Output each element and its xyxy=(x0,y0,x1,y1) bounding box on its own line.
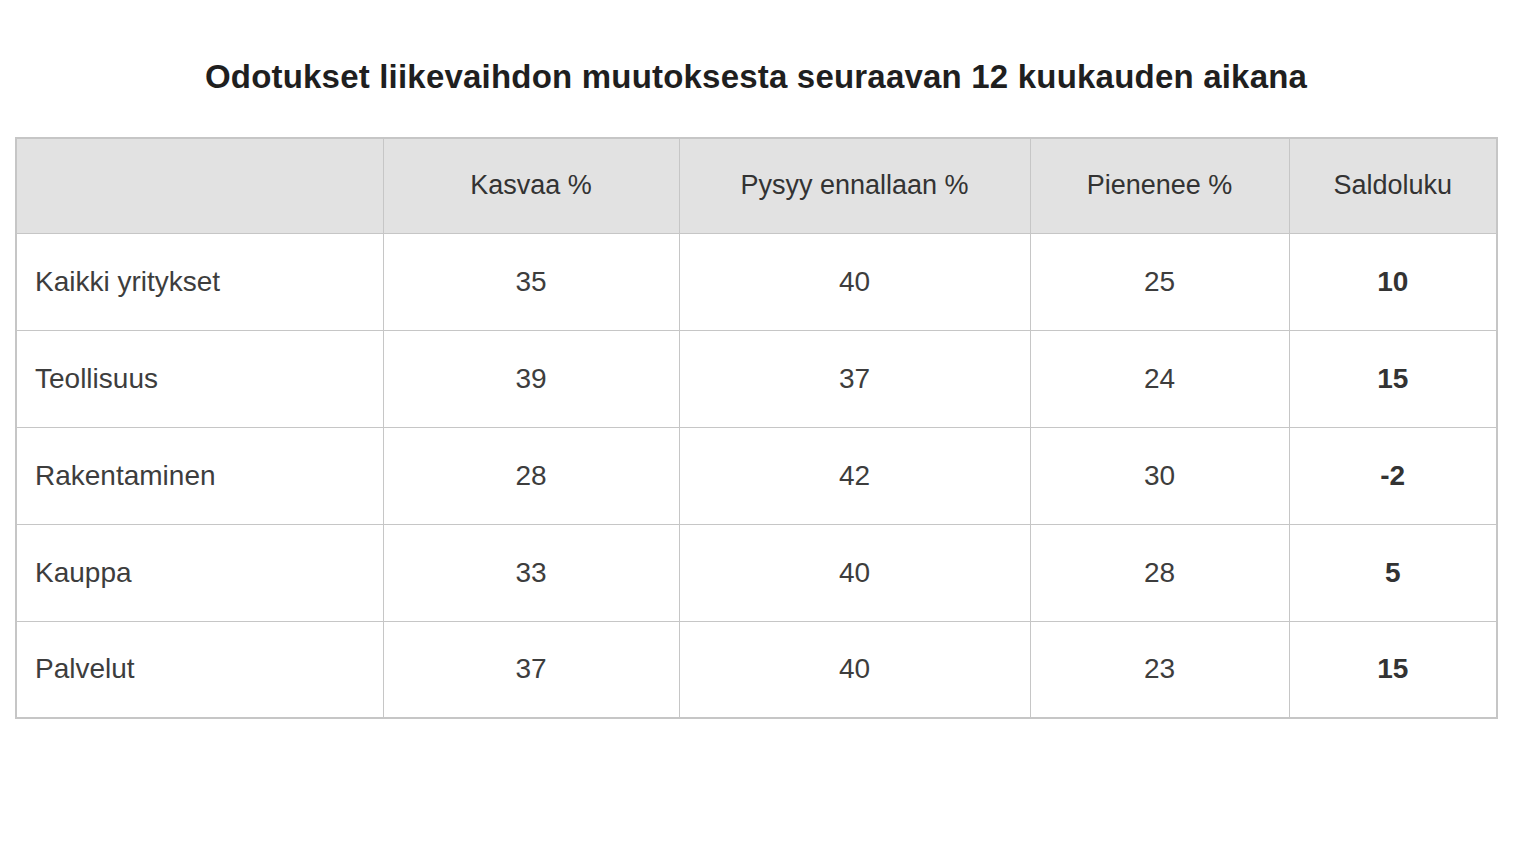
table-row: Teollisuus 39 37 24 15 xyxy=(16,330,1497,427)
column-header-kasvaa: Kasvaa % xyxy=(383,138,679,233)
column-header-pienenee: Pienenee % xyxy=(1030,138,1289,233)
cell-value: 25 xyxy=(1030,233,1289,330)
row-label-teollisuus: Teollisuus xyxy=(16,330,383,427)
row-label-palvelut: Palvelut xyxy=(16,621,383,718)
cell-value: 23 xyxy=(1030,621,1289,718)
cell-value: 40 xyxy=(679,233,1030,330)
column-header-pysyy-ennallaan: Pysyy ennallaan % xyxy=(679,138,1030,233)
cell-value: 39 xyxy=(383,330,679,427)
table-row: Palvelut 37 40 23 15 xyxy=(16,621,1497,718)
cell-value: 40 xyxy=(679,524,1030,621)
cell-saldoluku: 5 xyxy=(1289,524,1497,621)
cell-value: 37 xyxy=(383,621,679,718)
column-header-saldoluku: Saldoluku xyxy=(1289,138,1497,233)
table-row: Rakentaminen 28 42 30 -2 xyxy=(16,427,1497,524)
column-header-category xyxy=(16,138,383,233)
page-title: Odotukset liikevaihdon muutoksesta seura… xyxy=(16,58,1496,96)
table-header-row: Kasvaa % Pysyy ennallaan % Pienenee % Sa… xyxy=(16,138,1497,233)
cell-value: 30 xyxy=(1030,427,1289,524)
cell-value: 28 xyxy=(383,427,679,524)
cell-saldoluku: 10 xyxy=(1289,233,1497,330)
expectations-table: Kasvaa % Pysyy ennallaan % Pienenee % Sa… xyxy=(15,137,1498,719)
table-row: Kauppa 33 40 28 5 xyxy=(16,524,1497,621)
row-label-kauppa: Kauppa xyxy=(16,524,383,621)
cell-value: 24 xyxy=(1030,330,1289,427)
cell-value: 40 xyxy=(679,621,1030,718)
cell-saldoluku: -2 xyxy=(1289,427,1497,524)
cell-value: 33 xyxy=(383,524,679,621)
cell-saldoluku: 15 xyxy=(1289,621,1497,718)
row-label-kaikki-yritykset: Kaikki yritykset xyxy=(16,233,383,330)
row-label-rakentaminen: Rakentaminen xyxy=(16,427,383,524)
cell-saldoluku: 15 xyxy=(1289,330,1497,427)
cell-value: 28 xyxy=(1030,524,1289,621)
report-page: Odotukset liikevaihdon muutoksesta seura… xyxy=(0,0,1532,860)
cell-value: 37 xyxy=(679,330,1030,427)
table-row: Kaikki yritykset 35 40 25 10 xyxy=(16,233,1497,330)
cell-value: 42 xyxy=(679,427,1030,524)
cell-value: 35 xyxy=(383,233,679,330)
